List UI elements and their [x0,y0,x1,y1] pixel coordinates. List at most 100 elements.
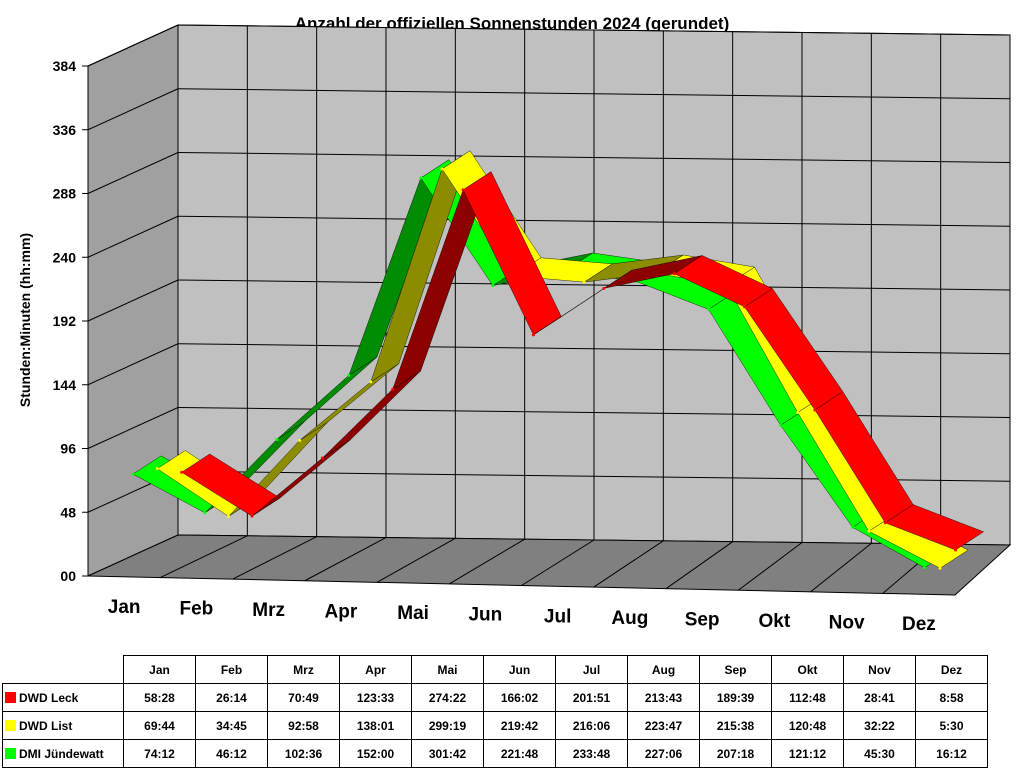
data-point [250,514,254,518]
data-point [369,380,373,384]
y-tick-label: 96 [60,441,76,457]
table-cell: 120:48 [771,711,844,740]
table-cell: 34:45 [195,711,268,740]
table-cell: 58:28 [123,683,196,712]
table-cell: 112:48 [771,683,844,712]
gridline-side [87,24,179,67]
table-cell: 123:33 [339,683,412,712]
data-point [582,280,586,284]
legend-swatch [5,747,16,759]
data-point [883,521,887,525]
y-tick-label: 240 [53,249,77,265]
table-header-cell: Mrz [267,655,340,684]
legend-swatch [5,691,16,703]
data-point [440,167,444,171]
table-cell: 233:48 [555,739,628,768]
data-point [851,525,855,529]
table-cell: 138:01 [339,711,412,740]
table-cell: 219:42 [483,711,556,740]
gridline-side [87,88,179,131]
table-cell: 121:12 [771,739,844,768]
y-tick-label: 384 [53,58,77,74]
table-cell: 26:14 [195,683,268,712]
table-cell: 45:30 [843,739,916,768]
series-name: DMI Jündewatt [19,746,104,761]
gridline-floor [448,538,525,585]
series-0 [180,171,985,552]
table-cell: 227:06 [627,739,700,768]
data-point [491,284,495,288]
x-tick-label: Apr [325,602,358,623]
series-segment [884,504,985,551]
x-tick-label: Feb [179,598,213,619]
table-header-row: Jan Feb Mrz Apr Mai Jun Jul Aug Sep Okt Nov Dez [3,655,988,684]
legend-swatch [5,719,16,731]
data-point [938,566,942,570]
table-header-cell: Okt [771,655,844,684]
gridline-side [87,407,179,449]
data-point [155,467,159,471]
gridline-side [87,152,179,194]
y-tick-label: 192 [53,313,77,329]
table-cell: 201:51 [555,683,628,712]
x-tick-label: Sep [685,609,720,630]
gridline-floor [376,537,456,583]
y-tick-label: 144 [53,377,77,393]
data-point [347,373,351,377]
table-row: DMI Jündewatt 74:12 46:12 102:36 152:00 301:4… [2,739,988,768]
data-point [203,511,207,515]
gridline-side [87,279,179,322]
x-tick-label: Dez [902,614,936,635]
x-tick-label: Okt [759,611,791,632]
series-label: DWD List [2,711,124,740]
table-cell: 221:48 [483,739,556,768]
data-point [226,514,230,518]
x-tick-label: Jan [108,597,141,618]
x-tick-label: Mai [397,603,429,624]
series-name: DWD List [19,718,73,733]
gridline-side [87,343,179,386]
table-header-cell: Aug [627,655,700,684]
table-cell: 152:00 [339,739,412,768]
data-point [672,272,676,276]
table-header-cell: Nov [843,655,916,684]
table-cell: 74:12 [123,739,196,768]
data-point [131,472,135,476]
y-tick-label: 336 [53,122,77,138]
data-point [180,470,184,474]
table-header-cell: Jun [483,655,556,684]
data-point [298,438,302,442]
table-cell: 299:19 [411,711,484,740]
gridline-floor [810,542,872,593]
table-header-cell: Jan [123,655,196,684]
table-cell: 189:39 [699,683,772,712]
y-tick-label: 48 [60,504,76,520]
gridline-side [87,215,179,258]
x-tick-label: Mrz [252,600,285,621]
table-header-cell: Apr [339,655,412,684]
data-point [419,176,423,180]
data-point [391,387,395,391]
table-header-cell: Sep [699,655,772,684]
gridline-floor [160,535,248,579]
table-cell: 8:58 [915,683,988,712]
table-header-cell: Feb [195,655,268,684]
data-point [320,456,324,460]
table-cell: 166:02 [483,683,556,712]
table-cell: 28:41 [843,683,916,712]
series-ribbons [131,150,985,570]
table-cell: 70:49 [267,683,340,712]
table-header-cell: Jul [555,655,628,684]
table-cell: 46:12 [195,739,268,768]
table-cell: 213:43 [627,683,700,712]
gridline-floor [232,536,317,580]
table-cell: 223:47 [627,711,700,740]
table-header-cell: Dez [915,655,988,684]
data-point [531,333,535,337]
table-cell: 32:22 [843,711,916,740]
gridline-floor [521,539,595,586]
data-point [954,548,958,552]
table-row: DWD List 69:44 34:45 92:58 138:01 299:19 219:4… [2,711,988,740]
table-cell: 5:30 [915,711,988,740]
